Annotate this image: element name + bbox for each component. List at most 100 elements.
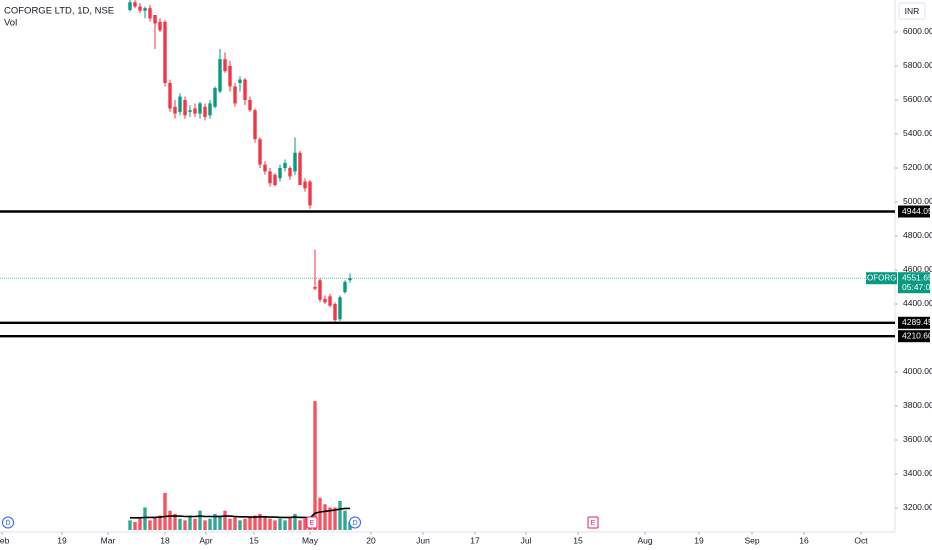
candle-body <box>203 106 207 117</box>
y-tick-label: 3200.00 <box>903 502 932 512</box>
candle-body <box>188 110 192 112</box>
price-badge <box>898 272 930 294</box>
y-tick-label: 4000.00 <box>903 366 932 376</box>
countdown-label: 05:47:00 <box>902 282 932 292</box>
volume-bar <box>238 520 242 530</box>
y-tick-label: 6000.00 <box>903 26 932 36</box>
candle-body <box>228 65 232 87</box>
y-tick-label: 3600.00 <box>903 434 932 444</box>
volume-bar <box>193 518 197 530</box>
volume-bar <box>288 517 292 530</box>
level-label: 4944.05 <box>902 206 932 216</box>
symbol-badge <box>866 272 897 285</box>
event-marker <box>306 516 318 529</box>
volume-bar <box>263 517 267 530</box>
candle-body <box>268 171 272 184</box>
volume-bar <box>158 515 162 530</box>
candle-body <box>143 8 147 11</box>
symbol-label: COFORGE <box>861 273 901 282</box>
candle-body <box>128 2 132 10</box>
volume-bar <box>133 521 137 530</box>
volume-bar <box>348 521 352 530</box>
candle-body <box>243 79 247 100</box>
candle-body <box>178 96 182 112</box>
candle-body <box>263 164 267 172</box>
x-tick-label: Oct <box>854 535 868 545</box>
volume-bar <box>343 510 347 530</box>
x-tick-label: Jun <box>416 535 430 545</box>
level-badge <box>898 205 930 218</box>
volume-bar <box>293 513 297 530</box>
volume-bar <box>128 520 132 530</box>
candle-body <box>248 99 252 111</box>
candle-body <box>223 59 227 72</box>
x-tick-label: May <box>302 535 319 545</box>
volume-bar <box>168 510 172 530</box>
y-tick-label: 5800.00 <box>903 60 932 70</box>
x-tick-label: 17 <box>470 535 480 545</box>
currency-box[interactable] <box>898 2 926 20</box>
chart-title: COFORGE LTD, 1D, NSE <box>4 6 114 17</box>
volume-bar <box>198 510 202 530</box>
candle-body <box>193 108 197 114</box>
volume-bar <box>178 518 182 530</box>
event-label: E <box>591 520 596 527</box>
volume-bar <box>338 501 342 530</box>
candle-body <box>338 297 342 320</box>
y-tick-label: 3800.00 <box>903 400 932 410</box>
x-tick-label: Apr <box>199 535 212 545</box>
event-marker <box>2 516 14 529</box>
candle-body <box>303 181 307 189</box>
volume-bar <box>153 517 157 530</box>
candle-body <box>163 21 167 83</box>
y-tick-label: 3400.00 <box>903 468 932 478</box>
x-tick-label: Sep <box>744 535 759 545</box>
candle-body <box>323 298 327 303</box>
volume-bar <box>318 497 322 530</box>
candle-body <box>273 174 277 185</box>
candle-body <box>318 280 322 300</box>
candle-body <box>293 152 297 172</box>
y-tick-label: 5200.00 <box>903 162 932 172</box>
candle-body <box>213 88 217 107</box>
volume-bar <box>208 518 212 530</box>
x-tick-label: 19 <box>57 535 67 545</box>
candle-body <box>173 106 177 114</box>
x-tick-label: Jul <box>521 535 532 545</box>
candle-body <box>153 14 157 24</box>
y-tick-label: 5600.00 <box>903 94 932 104</box>
level-badge <box>898 330 930 343</box>
volume-bar <box>223 510 227 530</box>
candle-body <box>288 167 292 177</box>
volume-bar <box>253 515 257 530</box>
volume-bar <box>188 515 192 530</box>
candle-body <box>158 21 162 31</box>
volume-bar <box>278 518 282 530</box>
last-price-label: 4551.65 <box>902 272 932 282</box>
x-tick-label: 15 <box>573 535 583 545</box>
level-label: 4289.45 <box>902 317 932 327</box>
candle-body <box>343 281 347 293</box>
volume-ma-line <box>130 507 350 519</box>
x-tick-label: 18 <box>160 535 170 545</box>
volume-bar <box>203 520 207 530</box>
candle-body <box>168 82 172 109</box>
level-label: 4210.60 <box>902 330 932 340</box>
candle-body <box>238 79 242 83</box>
volume-bar <box>248 517 252 530</box>
volume-bar <box>183 520 187 530</box>
candle-body <box>283 162 287 168</box>
candle-body <box>308 181 312 206</box>
candle-body <box>183 99 187 116</box>
event-label: E <box>310 520 315 527</box>
volume-bar <box>148 520 152 530</box>
y-tick-label: 5000.00 <box>903 196 932 206</box>
volume-bar <box>218 515 222 530</box>
currency[interactable]: INR <box>905 6 920 16</box>
volume-label: Vol <box>4 18 17 29</box>
volume-bar <box>303 518 307 530</box>
volume-bar <box>323 504 327 530</box>
event-label: D <box>5 520 10 527</box>
candle-body <box>328 296 332 306</box>
